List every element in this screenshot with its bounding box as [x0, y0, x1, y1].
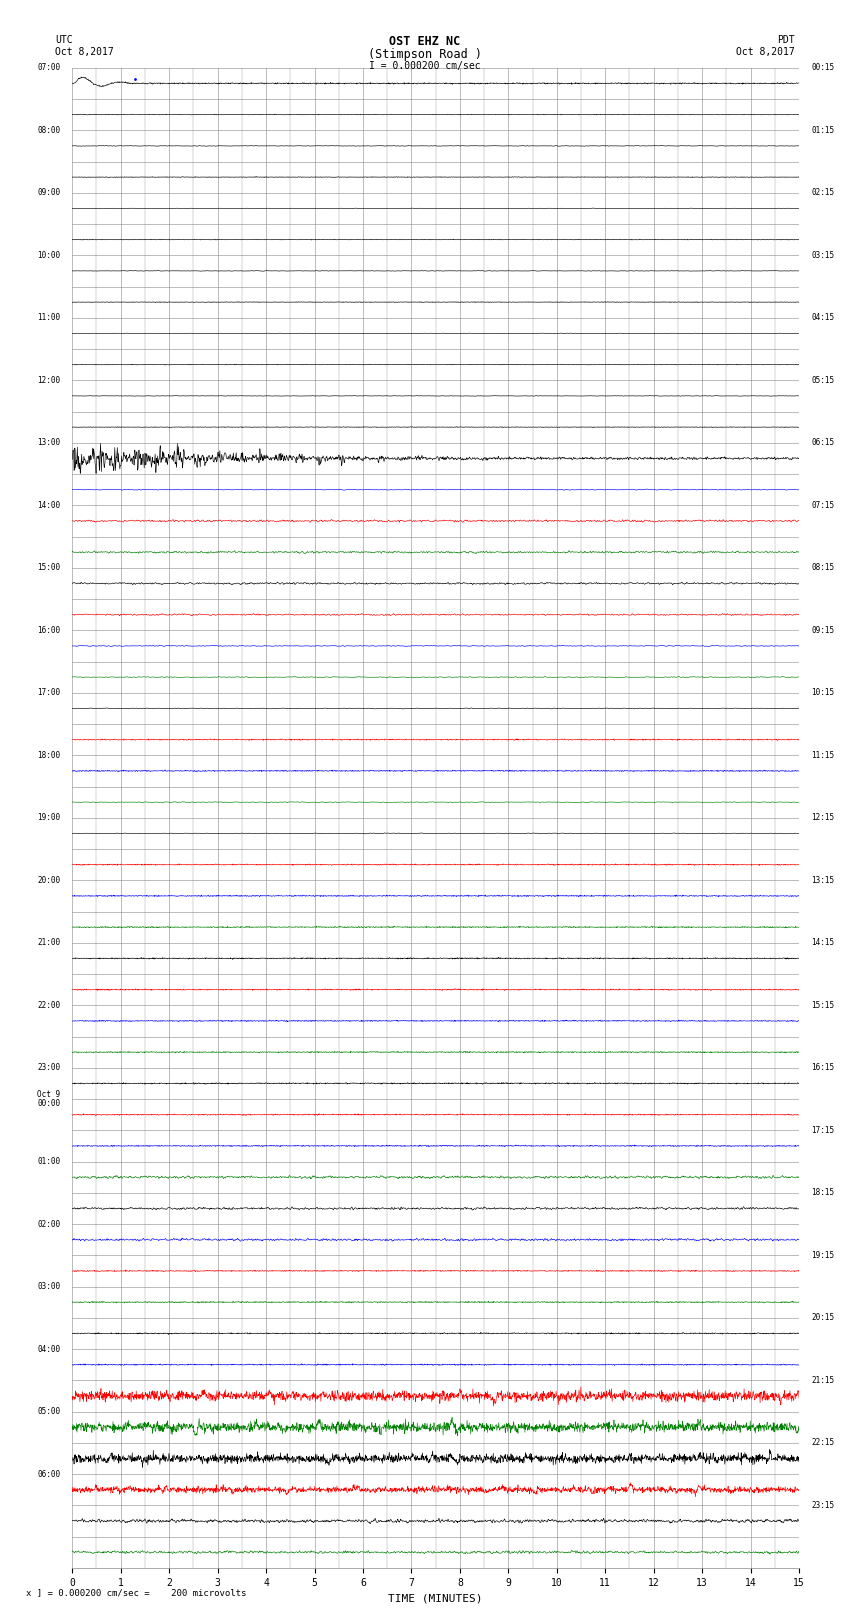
Text: 02:00: 02:00: [37, 1219, 60, 1229]
Text: 07:00: 07:00: [37, 63, 60, 73]
Text: 21:00: 21:00: [37, 939, 60, 947]
Text: 19:15: 19:15: [811, 1250, 834, 1260]
Text: 06:15: 06:15: [811, 439, 834, 447]
Text: 08:15: 08:15: [811, 563, 834, 573]
Text: 19:00: 19:00: [37, 813, 60, 823]
Text: 01:00: 01:00: [37, 1157, 60, 1166]
Text: 09:15: 09:15: [811, 626, 834, 636]
Text: 20:00: 20:00: [37, 876, 60, 886]
Text: 12:00: 12:00: [37, 376, 60, 386]
Text: 00:15: 00:15: [811, 63, 834, 73]
Text: 04:15: 04:15: [811, 313, 834, 323]
Text: 16:15: 16:15: [811, 1063, 834, 1073]
Text: 23:15: 23:15: [811, 1500, 834, 1510]
Text: 17:15: 17:15: [811, 1126, 834, 1136]
Text: 05:15: 05:15: [811, 376, 834, 386]
Text: 20:15: 20:15: [811, 1313, 834, 1323]
Text: PDT: PDT: [777, 35, 795, 45]
Text: 21:15: 21:15: [811, 1376, 834, 1386]
Text: 11:15: 11:15: [811, 750, 834, 760]
Text: OST EHZ NC: OST EHZ NC: [389, 35, 461, 48]
Text: 02:15: 02:15: [811, 189, 834, 197]
Text: 16:00: 16:00: [37, 626, 60, 636]
Text: 18:15: 18:15: [811, 1189, 834, 1197]
X-axis label: TIME (MINUTES): TIME (MINUTES): [388, 1594, 483, 1603]
Text: Oct 8,2017: Oct 8,2017: [55, 47, 114, 56]
Text: 06:00: 06:00: [37, 1469, 60, 1479]
Text: I = 0.000200 cm/sec: I = 0.000200 cm/sec: [369, 61, 481, 71]
Text: Oct 8,2017: Oct 8,2017: [736, 47, 795, 56]
Text: 03:00: 03:00: [37, 1282, 60, 1290]
Text: 09:00: 09:00: [37, 189, 60, 197]
Text: 01:15: 01:15: [811, 126, 834, 135]
Text: 13:15: 13:15: [811, 876, 834, 886]
Text: 13:00: 13:00: [37, 439, 60, 447]
Text: 17:00: 17:00: [37, 689, 60, 697]
Text: 22:00: 22:00: [37, 1000, 60, 1010]
Text: 04:00: 04:00: [37, 1345, 60, 1353]
Text: 10:00: 10:00: [37, 250, 60, 260]
Text: 15:00: 15:00: [37, 563, 60, 573]
Text: 11:00: 11:00: [37, 313, 60, 323]
Text: 14:15: 14:15: [811, 939, 834, 947]
Text: 12:15: 12:15: [811, 813, 834, 823]
Text: 18:00: 18:00: [37, 750, 60, 760]
Text: 15:15: 15:15: [811, 1000, 834, 1010]
Text: Oct 9
00:00: Oct 9 00:00: [37, 1090, 60, 1108]
Text: 05:00: 05:00: [37, 1407, 60, 1416]
Text: 07:15: 07:15: [811, 500, 834, 510]
Text: (Stimpson Road ): (Stimpson Road ): [368, 48, 482, 61]
Text: 22:15: 22:15: [811, 1439, 834, 1447]
Text: 10:15: 10:15: [811, 689, 834, 697]
Text: 14:00: 14:00: [37, 500, 60, 510]
Text: 23:00: 23:00: [37, 1063, 60, 1073]
Text: 03:15: 03:15: [811, 250, 834, 260]
Text: x ] = 0.000200 cm/sec =    200 microvolts: x ] = 0.000200 cm/sec = 200 microvolts: [26, 1587, 246, 1597]
Text: 08:00: 08:00: [37, 126, 60, 135]
Text: UTC: UTC: [55, 35, 73, 45]
